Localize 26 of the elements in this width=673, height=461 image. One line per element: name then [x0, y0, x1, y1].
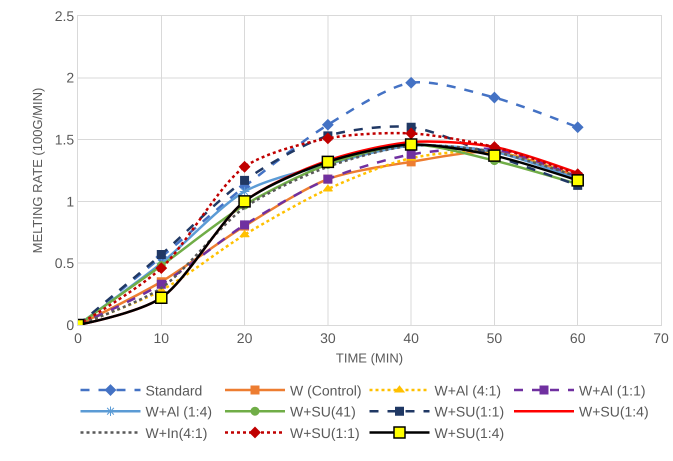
x-tick-label: 50: [486, 330, 502, 346]
legend-label: W+SU(1:1): [434, 404, 504, 420]
legend-label: W+SU(41): [290, 404, 356, 420]
y-tick-label: 0.5: [54, 255, 74, 272]
legend-label: W+Al (1:1): [579, 382, 646, 398]
x-tick-label: 30: [320, 330, 336, 346]
x-tick-label: 10: [154, 330, 170, 346]
legend-label: W+SU(1:4): [579, 404, 649, 420]
legend-label: W+SU(1:1): [290, 424, 360, 441]
legend-label: W (Control): [290, 382, 362, 398]
y-tick-label: 1: [66, 193, 74, 210]
x-tick-label: 40: [403, 330, 420, 346]
legend-label: W+Al (1:4): [146, 404, 212, 420]
x-tick-label: 70: [653, 330, 669, 346]
legend-label: W+SU(1:4): [434, 424, 504, 441]
legend-label: Standard: [146, 382, 202, 398]
x-tick-label: 20: [236, 330, 253, 346]
x-axis-title: TIME (MIN): [336, 350, 404, 366]
legend-label: W+Al (4:1): [434, 382, 502, 398]
y-axis-title: MELTING RATE (100G/MIN): [30, 88, 45, 254]
y-tick-label: 2: [66, 70, 74, 86]
y-tick-label: 0: [66, 316, 74, 333]
y-tick-label: 1.5: [54, 132, 74, 148]
y-tick-label: 2.5: [54, 8, 74, 24]
x-tick-label: 60: [570, 330, 586, 346]
legend-label: W+In(4:1): [146, 424, 208, 441]
